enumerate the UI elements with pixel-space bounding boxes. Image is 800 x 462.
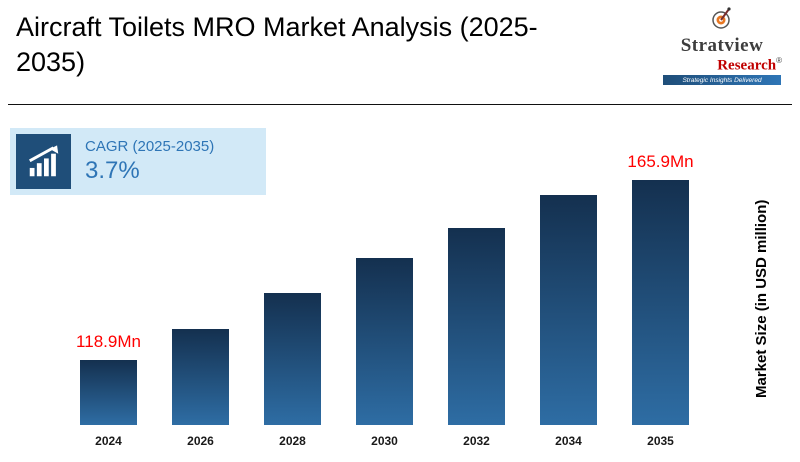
brand-name-bottom-row: Research®: [717, 57, 782, 73]
x-axis-label: 2034: [555, 434, 582, 448]
brand-name-top: Stratview: [680, 35, 764, 56]
bar-column: 2034: [540, 145, 597, 448]
bar: [448, 228, 505, 425]
brand-logo: Stratview Research® Strategic Insights D…: [656, 6, 788, 86]
bar-column: 2028: [264, 145, 321, 448]
title-divider: [8, 104, 792, 105]
x-axis-label: 2032: [463, 434, 490, 448]
cagr-text: CAGR (2025-2035) 3.7%: [85, 138, 214, 185]
growth-chart-icon: [16, 134, 71, 189]
x-axis-label: 2024: [95, 434, 122, 448]
bar-column: 165.9Mn 2035: [627, 145, 693, 448]
bar-chart: 118.9Mn 2024 2026 2028 2030 2032 2034 165.9Mn 20…: [76, 145, 694, 448]
y-axis-title: Market Size (in USD million): [753, 199, 770, 399]
x-axis-label: 2026: [187, 434, 214, 448]
x-axis-label: 2030: [371, 434, 398, 448]
compass-scope-icon: [710, 6, 734, 35]
x-axis-label: 2028: [279, 434, 306, 448]
bar-data-label: 165.9Mn: [627, 152, 694, 171]
bar-column: 2030: [356, 145, 413, 448]
bar: [356, 258, 413, 425]
bar-column: 2032: [448, 145, 505, 448]
brand-tagline: Strategic Insights Delivered: [663, 75, 781, 86]
cagr-value: 3.7%: [85, 157, 140, 184]
brand-name-bottom: Research: [717, 57, 777, 74]
bar: [540, 195, 597, 425]
bar-data-label: 118.9Mn: [76, 332, 141, 351]
bar-column: 118.9Mn 2024: [76, 145, 141, 448]
bar: [264, 293, 321, 425]
bar: [80, 360, 137, 425]
bar: [172, 329, 229, 425]
x-axis-label: 2035: [647, 434, 674, 448]
bar: [632, 180, 689, 425]
cagr-label: CAGR (2025-2035): [85, 138, 215, 155]
bar-column: 2026: [172, 145, 229, 448]
cagr-callout-box: CAGR (2025-2035) 3.7%: [10, 128, 266, 195]
page-title: Aircraft Toilets MRO Market Analysis (20…: [16, 12, 538, 78]
registered-trademark-symbol: ®: [776, 56, 782, 65]
